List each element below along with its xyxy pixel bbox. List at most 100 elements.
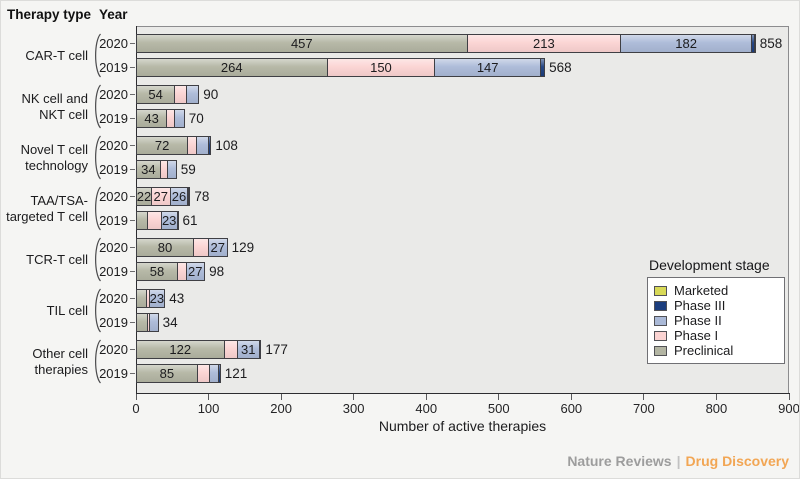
year-label: 2020 — [99, 36, 128, 51]
legend-swatch — [654, 285, 667, 296]
legend-swatch — [654, 345, 667, 356]
bar-row: 2020 22 27 26 78 — [1, 187, 209, 206]
legend-entry-label: Marketed — [674, 283, 729, 298]
y-axis-tick — [130, 247, 135, 248]
segment-value-label: 27 — [188, 264, 203, 279]
segment-value-label: 213 — [532, 36, 555, 51]
x-axis-tick — [135, 394, 137, 400]
bar-row: 2020 54 90 — [1, 85, 218, 104]
bar-total-label: 568 — [549, 60, 572, 75]
segment-value-label: 457 — [290, 36, 313, 51]
segment-value-label: 182 — [675, 36, 697, 51]
bar-segment-phase-i: 213 — [466, 34, 622, 53]
year-label: 2019 — [99, 315, 128, 330]
therapy-type-label: TIL cell — [46, 302, 88, 318]
therapy-type-label: TCR-T cell — [26, 251, 88, 267]
bar-segment-preclinical: 72 — [136, 136, 189, 155]
x-axis-tick — [788, 394, 790, 400]
y-axis-tick — [130, 298, 135, 299]
y-axis-tick — [130, 169, 135, 170]
y-axis-tick — [130, 220, 135, 221]
x-axis-tick — [208, 394, 210, 400]
year-group-brace — [90, 339, 102, 384]
year-label: 2020 — [99, 189, 128, 204]
year-label: 2020 — [99, 240, 128, 255]
x-axis-tick — [715, 394, 717, 400]
bar-segment-phase-ii: 23 — [160, 211, 178, 230]
bar-segment-marketed — [188, 187, 191, 206]
bar-row: 2019 85 121 — [1, 364, 247, 383]
bar-segment-phase-ii: 147 — [434, 58, 542, 77]
bar-segment-phase-iii — [217, 364, 221, 383]
bar-total-label: 59 — [180, 162, 196, 177]
bar-segment-phase-ii: 27 — [207, 238, 228, 257]
header-therapy-type: Therapy type — [7, 7, 92, 22]
x-axis-tick-label: 800 — [705, 401, 728, 416]
bar-segment-phase-i: 150 — [326, 58, 436, 77]
segment-value-label: 147 — [476, 60, 499, 75]
bar-segment-phase-ii: 182 — [620, 34, 753, 53]
legend-entry: Phase III — [654, 298, 778, 313]
legend-entry: Phase II — [654, 313, 778, 328]
bar-segment-marketed — [753, 34, 756, 53]
legend-swatch — [654, 315, 667, 326]
year-group-brace — [90, 288, 102, 333]
bar-segment-phase-ii — [173, 109, 185, 128]
x-axis-tick — [643, 394, 645, 400]
x-axis-tick — [425, 394, 427, 400]
bar-segment-marketed — [176, 211, 179, 230]
x-axis-tick-label: 0 — [132, 401, 140, 416]
bar-total-label: 177 — [265, 342, 288, 357]
therapy-type-label: Novel T cell technology — [20, 141, 88, 173]
bar-segment-preclinical: 58 — [136, 262, 179, 281]
segment-value-label: 54 — [148, 87, 163, 102]
y-axis-tick — [130, 373, 135, 374]
x-axis-tick-label: 300 — [342, 401, 365, 416]
bar-segment-phase-i — [193, 238, 209, 257]
bar-row: 2019 43 70 — [1, 109, 204, 128]
bar-row: 2019 58 27 98 — [1, 262, 224, 281]
bar-segment-phase-ii — [149, 313, 159, 332]
legend-box: Marketed Phase III Phase II Phase I Preclini… — [647, 277, 785, 364]
bar-row: 2020 457 213 182 858 — [1, 34, 782, 53]
x-axis-tick-label: 900 — [778, 401, 800, 416]
year-label: 2020 — [99, 342, 128, 357]
segment-value-label: 264 — [220, 60, 243, 75]
year-label: 2019 — [99, 162, 128, 177]
bar-segment-phase-iii — [540, 58, 546, 77]
segment-value-label: 31 — [241, 342, 256, 357]
year-label: 2019 — [99, 60, 128, 75]
x-axis-line — [136, 393, 790, 394]
y-axis-tick — [130, 349, 135, 350]
bar-segment-phase-iii — [258, 340, 262, 359]
bar-total-label: 43 — [169, 291, 185, 306]
bar-row: 2020 80 27 129 — [1, 238, 254, 257]
bar-segment-preclinical: 457 — [136, 34, 468, 53]
bar-row: 2020 122 31 177 — [1, 340, 288, 359]
segment-value-label: 150 — [370, 60, 392, 75]
bar-segment-phase-ii: 31 — [237, 340, 260, 359]
bar-segment-phase-ii — [166, 160, 177, 179]
bar-row: 2020 72 108 — [1, 136, 238, 155]
footer-separator: | — [676, 453, 681, 469]
legend-entry: Preclinical — [654, 343, 778, 358]
stacked-bar: 85 — [136, 364, 221, 383]
y-axis-tick — [130, 322, 135, 323]
y-axis-tick — [130, 118, 135, 119]
year-group-brace — [90, 237, 102, 282]
bar-total-label: 108 — [215, 138, 238, 153]
legend-entry-label: Phase III — [674, 298, 726, 313]
x-axis-label: Number of active therapies — [378, 418, 547, 434]
journal-credit: Nature Reviews | Drug Discovery — [567, 453, 789, 469]
stacked-bar: 122 31 — [136, 340, 262, 359]
stacked-bar: 23 — [136, 289, 166, 308]
bar-segment-phase-ii: 26 — [169, 187, 189, 206]
bar-segment-preclinical: 34 — [136, 160, 161, 179]
journal-name: Nature Reviews — [567, 453, 672, 469]
therapy-type-label: TAA/TSA-targeted T cell — [6, 192, 88, 224]
bar-total-label: 121 — [224, 366, 248, 381]
x-axis-tick-label: 400 — [415, 401, 438, 416]
year-label: 2019 — [99, 366, 128, 381]
segment-value-label: 27 — [210, 240, 225, 255]
